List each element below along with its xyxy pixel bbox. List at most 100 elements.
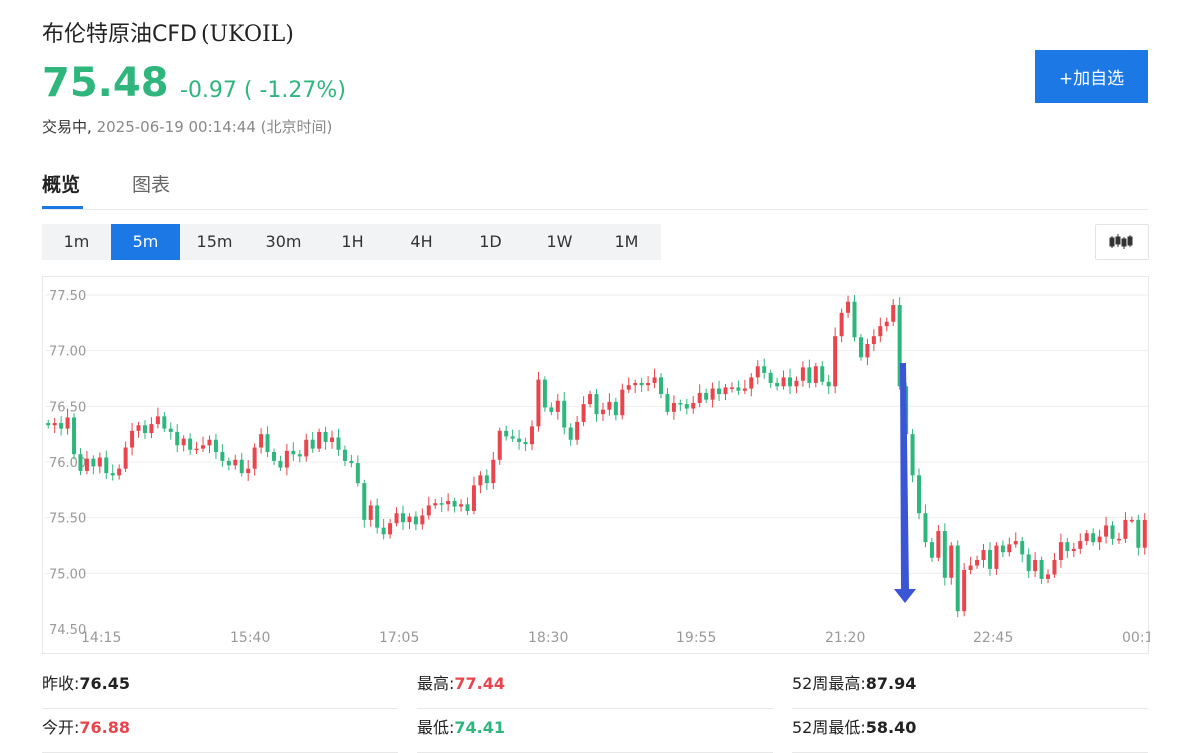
candle-body xyxy=(897,305,902,387)
interval-4h[interactable]: 4H xyxy=(410,232,433,251)
instrument-code: (UKOIL) xyxy=(200,22,294,47)
candle-body xyxy=(271,451,276,461)
interval-1mo[interactable]: 1M xyxy=(614,232,639,251)
candle-body xyxy=(1091,533,1096,543)
stat-high: 最高:77.44 xyxy=(417,664,773,709)
candle-body xyxy=(968,565,973,570)
candle-body xyxy=(310,439,315,449)
candle-body xyxy=(426,505,431,516)
y-tick-label: 76.50 xyxy=(49,400,86,415)
candle-body xyxy=(162,416,167,429)
stat-label: 52周最低: xyxy=(792,718,866,737)
candle-body xyxy=(600,409,605,415)
chart-type-button[interactable] xyxy=(1095,224,1149,260)
candle-body xyxy=(220,451,225,461)
tab-overview[interactable]: 概览 xyxy=(42,174,81,196)
stat-value: 74.41 xyxy=(454,718,506,737)
candle-body xyxy=(659,377,664,395)
candle-body xyxy=(201,445,206,449)
candle-body xyxy=(168,428,173,432)
candle-body xyxy=(910,434,915,476)
candle-body xyxy=(1065,542,1070,552)
candle-body xyxy=(736,387,741,391)
candle-body xyxy=(652,377,657,383)
chart-area[interactable]: 77.50 77.00 76.50 76.00 75.50 75.00 74.50 14:15… xyxy=(42,276,1153,654)
candle-body xyxy=(433,503,438,506)
candle-body xyxy=(839,312,844,337)
candle-body xyxy=(1084,533,1089,542)
stat-label: 最低: xyxy=(417,718,455,737)
candle-body xyxy=(549,407,554,412)
candle-body xyxy=(65,417,70,429)
candle-body xyxy=(1058,542,1063,560)
candle-body xyxy=(1142,519,1147,548)
interval-1m[interactable]: 1m xyxy=(63,232,90,251)
candle-body xyxy=(1046,574,1051,579)
candle-body xyxy=(936,531,941,558)
candle-body xyxy=(252,447,257,469)
candle-body xyxy=(1013,541,1018,545)
candle-body xyxy=(439,503,444,505)
candle-body xyxy=(1026,554,1031,572)
tab-chart[interactable]: 图表 xyxy=(132,174,171,196)
candle-body xyxy=(517,438,522,442)
candle-body xyxy=(955,545,960,612)
candle-body xyxy=(233,459,238,466)
candle-body xyxy=(149,424,154,434)
y-tick-label: 77.00 xyxy=(49,345,86,360)
candle-body xyxy=(813,366,818,383)
instrument-name: 布伦特原油CFD xyxy=(42,22,197,47)
candle-body xyxy=(265,434,270,452)
candle-body xyxy=(110,473,115,476)
candle-body xyxy=(865,343,870,358)
candle-body xyxy=(452,500,457,507)
candle-body xyxy=(97,457,102,467)
candle-body xyxy=(820,366,825,382)
candle-body xyxy=(226,460,231,466)
candle-body xyxy=(678,402,683,405)
candle-body xyxy=(775,382,780,387)
candle-body xyxy=(84,458,89,471)
candle-body xyxy=(1000,545,1005,553)
candle-body xyxy=(478,475,483,486)
candle-body xyxy=(833,336,838,387)
candle-body xyxy=(1123,519,1128,539)
candle-body xyxy=(355,463,360,484)
candle-body xyxy=(446,500,451,505)
candle-body xyxy=(349,460,354,464)
interval-5m[interactable]: 5m xyxy=(111,224,180,260)
x-tick-label: 18:30 xyxy=(528,630,568,646)
candle-body xyxy=(188,438,193,450)
stat-52w-high: 52周最高:87.94 xyxy=(792,664,1148,709)
candle-body xyxy=(1071,548,1076,552)
candle-body xyxy=(962,569,967,612)
candle-body xyxy=(459,504,464,507)
candle-body xyxy=(59,423,64,429)
candle-body xyxy=(607,401,612,410)
candle-body xyxy=(575,421,580,440)
candle-body xyxy=(749,377,754,389)
candle-body xyxy=(181,438,186,446)
candle-body xyxy=(529,426,534,445)
candle-body xyxy=(407,516,412,523)
candle-body xyxy=(710,388,715,400)
interval-30m[interactable]: 30m xyxy=(265,232,302,251)
interval-1h[interactable]: 1H xyxy=(341,232,364,251)
candle-body xyxy=(704,392,709,400)
trading-status: 交易中, 2025-06-19 00:14:44 (北京时间) xyxy=(42,116,332,137)
candle-body xyxy=(949,545,954,578)
interval-1w[interactable]: 1W xyxy=(546,232,573,251)
candle-body xyxy=(800,367,805,381)
candle-body xyxy=(420,515,425,525)
candle-body xyxy=(613,401,618,416)
interval-15m[interactable]: 15m xyxy=(196,232,233,251)
candle-body xyxy=(620,389,625,416)
y-tick-label: 75.00 xyxy=(49,567,86,582)
interval-1d[interactable]: 1D xyxy=(479,232,502,251)
add-watchlist-button[interactable]: +加自选 xyxy=(1035,50,1148,103)
candle-body xyxy=(1039,559,1044,579)
candle-body xyxy=(504,430,509,437)
candle-body xyxy=(304,439,309,457)
candle-body xyxy=(826,381,831,387)
candle-body xyxy=(400,513,405,523)
